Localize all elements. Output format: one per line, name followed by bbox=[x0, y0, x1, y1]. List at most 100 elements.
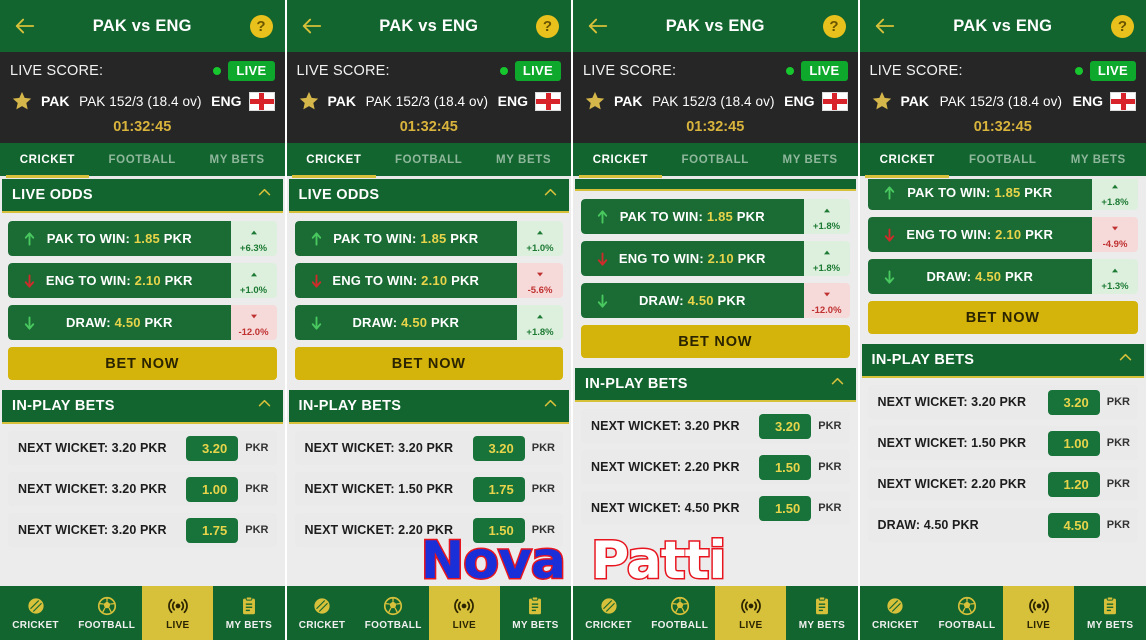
tab-cricket[interactable]: CRICKET bbox=[287, 143, 382, 178]
odds-row[interactable]: PAK TO WIN: 1.85 PKR +1.8% bbox=[581, 199, 850, 234]
bet-row[interactable]: NEXT WICKET: 3.20 PKR 3.20 PKR bbox=[581, 409, 850, 443]
back-arrow-icon[interactable] bbox=[299, 15, 325, 37]
odds-row[interactable]: ENG TO WIN: 2.10 PKR -5.6% bbox=[294, 263, 563, 298]
bet-row[interactable]: NEXT WICKET: 3.20 PKR 1.00 PKR bbox=[8, 472, 277, 506]
tab-my-bets[interactable]: MY BETS bbox=[496, 153, 552, 166]
bet-odd-value[interactable]: 3.20 bbox=[186, 435, 239, 461]
tab-my-bets[interactable]: MY BETS bbox=[1070, 153, 1126, 166]
bet-odd-value[interactable]: 1.50 bbox=[472, 517, 525, 543]
tab-football[interactable]: FOOTBALL bbox=[969, 153, 1037, 166]
chevron-up-icon[interactable] bbox=[1117, 349, 1134, 371]
chevron-up-icon[interactable] bbox=[256, 395, 273, 417]
nav-item-my-bets[interactable]: MY BETS bbox=[213, 586, 284, 640]
bet-row[interactable]: NEXT WICKET: 2.20 PKR 1.50 PKR bbox=[581, 450, 850, 484]
odds-change-badge[interactable]: +1.8% bbox=[803, 241, 850, 276]
bet-row[interactable]: NEXT WICKET: 3.20 PKR 3.20 PKR bbox=[294, 431, 563, 465]
back-arrow-icon[interactable] bbox=[12, 15, 38, 37]
odds-main-cell[interactable]: ENG TO WIN: 2.10 PKR bbox=[581, 241, 804, 276]
nav-item-live[interactable]: LIVE bbox=[142, 586, 214, 640]
tab-football[interactable]: FOOTBALL bbox=[108, 153, 176, 166]
bet-now-button[interactable]: BET NOW bbox=[294, 347, 563, 380]
odds-main-cell[interactable]: ENG TO WIN: 2.10 PKR bbox=[294, 263, 517, 298]
nav-item-live[interactable]: LIVE bbox=[715, 586, 787, 640]
odds-change-badge[interactable]: +1.8% bbox=[1092, 179, 1138, 210]
back-arrow-icon[interactable] bbox=[585, 15, 611, 37]
odds-row[interactable]: PAK TO WIN: 1.85 PKR +6.3% bbox=[8, 221, 277, 256]
help-icon[interactable]: ? bbox=[1111, 14, 1134, 38]
odds-row[interactable]: PAK TO WIN: 1.85 PKR +1.8% bbox=[867, 179, 1138, 210]
tab-cricket[interactable]: CRICKET bbox=[0, 143, 95, 178]
bet-odd-value[interactable]: 1.50 bbox=[759, 454, 812, 480]
odds-row[interactable]: DRAW: 4.50 PKR -12.0% bbox=[8, 305, 277, 340]
nav-item-football[interactable]: FOOTBALL bbox=[358, 586, 429, 640]
nav-item-cricket[interactable]: CRICKET bbox=[0, 586, 71, 640]
chevron-up-icon[interactable] bbox=[829, 373, 846, 395]
bet-row[interactable]: NEXT WICKET: 1.50 PKR 1.75 PKR bbox=[294, 472, 563, 506]
live-odds-header[interactable]: LIVE ODDS bbox=[2, 179, 283, 213]
help-icon[interactable]: ? bbox=[822, 14, 846, 38]
bet-now-button[interactable]: BET NOW bbox=[867, 301, 1138, 334]
bet-odd-value[interactable]: 1.75 bbox=[472, 476, 525, 502]
scroll-container[interactable]: LIVE ODDS PAK TO WIN: 1.85 PKR +6.3% ENG TO… bbox=[0, 179, 285, 562]
odds-main-cell[interactable]: ENG TO WIN: 2.10 PKR bbox=[867, 217, 1092, 252]
bet-row[interactable]: NEXT WICKET: 3.20 PKR 3.20 PKR bbox=[867, 385, 1138, 419]
help-icon[interactable]: ? bbox=[536, 14, 559, 38]
bet-odd-value[interactable]: 1.50 bbox=[759, 495, 812, 521]
nav-item-cricket[interactable]: CRICKET bbox=[573, 586, 644, 640]
bet-odd-value[interactable]: 4.50 bbox=[1047, 512, 1100, 538]
nav-item-my-bets[interactable]: MY BETS bbox=[1074, 586, 1146, 640]
tab-cricket[interactable]: CRICKET bbox=[573, 143, 668, 178]
odds-main-cell[interactable]: PAK TO WIN: 1.85 PKR bbox=[294, 221, 517, 256]
odds-change-badge[interactable]: +6.3% bbox=[230, 221, 277, 256]
bet-odd-value[interactable]: 3.20 bbox=[759, 413, 812, 439]
live-odds-header[interactable]: LIVE ODDS bbox=[575, 179, 856, 191]
nav-item-football[interactable]: FOOTBALL bbox=[931, 586, 1003, 640]
odds-main-cell[interactable]: ENG TO WIN: 2.10 PKR bbox=[8, 263, 231, 298]
bet-odd-value[interactable]: 3.20 bbox=[1047, 389, 1100, 415]
odds-row[interactable]: ENG TO WIN: 2.10 PKR +1.8% bbox=[581, 241, 850, 276]
odds-main-cell[interactable]: DRAW: 4.50 PKR bbox=[867, 259, 1092, 294]
odds-main-cell[interactable]: DRAW: 4.50 PKR bbox=[581, 283, 804, 318]
bet-odd-value[interactable]: 3.20 bbox=[472, 435, 525, 461]
odds-main-cell[interactable]: DRAW: 4.50 PKR bbox=[8, 305, 231, 340]
bet-row[interactable]: NEXT WICKET: 4.50 PKR 1.50 PKR bbox=[581, 491, 850, 525]
bet-row[interactable]: NEXT WICKET: 1.50 PKR 1.00 PKR bbox=[867, 426, 1138, 460]
tab-my-bets[interactable]: MY BETS bbox=[209, 153, 265, 166]
bet-row[interactable]: NEXT WICKET: 3.20 PKR 3.20 PKR bbox=[8, 431, 277, 465]
nav-item-football[interactable]: FOOTBALL bbox=[71, 586, 142, 640]
odds-row[interactable]: ENG TO WIN: 2.10 PKR -4.9% bbox=[867, 217, 1138, 252]
in-play-bets-header[interactable]: IN-PLAY BETS bbox=[575, 368, 856, 402]
nav-item-cricket[interactable]: CRICKET bbox=[287, 586, 358, 640]
help-icon[interactable]: ? bbox=[249, 14, 273, 38]
chevron-up-icon[interactable] bbox=[542, 184, 559, 206]
nav-item-my-bets[interactable]: MY BETS bbox=[500, 586, 571, 640]
live-odds-header[interactable]: LIVE ODDS bbox=[288, 179, 569, 213]
in-play-bets-header[interactable]: IN-PLAY BETS bbox=[2, 390, 283, 424]
chevron-up-icon[interactable] bbox=[829, 179, 846, 184]
nav-item-live[interactable]: LIVE bbox=[428, 586, 500, 640]
bet-odd-value[interactable]: 1.00 bbox=[186, 476, 239, 502]
odds-change-badge[interactable]: +1.8% bbox=[803, 199, 850, 234]
odds-change-badge[interactable]: -4.9% bbox=[1092, 217, 1138, 252]
nav-item-my-bets[interactable]: MY BETS bbox=[786, 586, 857, 640]
odds-main-cell[interactable]: PAK TO WIN: 1.85 PKR bbox=[581, 199, 804, 234]
tab-football[interactable]: FOOTBALL bbox=[681, 153, 749, 166]
scroll-container[interactable]: LIVE ODDS PAK TO WIN: 1.85 PKR +1.0% ENG TO… bbox=[286, 179, 571, 562]
in-play-bets-header[interactable]: IN-PLAY BETS bbox=[861, 344, 1144, 378]
odds-change-badge[interactable]: +1.3% bbox=[1092, 259, 1138, 294]
in-play-bets-header[interactable]: IN-PLAY BETS bbox=[288, 390, 569, 424]
odds-main-cell[interactable]: PAK TO WIN: 1.85 PKR bbox=[8, 221, 231, 256]
nav-item-football[interactable]: FOOTBALL bbox=[644, 586, 715, 640]
tab-my-bets[interactable]: MY BETS bbox=[782, 153, 838, 166]
bet-now-button[interactable]: BET NOW bbox=[581, 325, 850, 358]
odds-row[interactable]: PAK TO WIN: 1.85 PKR +1.0% bbox=[294, 221, 563, 256]
odds-row[interactable]: ENG TO WIN: 2.10 PKR +1.0% bbox=[8, 263, 277, 298]
bet-odd-value[interactable]: 1.00 bbox=[1047, 430, 1100, 456]
bet-now-button[interactable]: BET NOW bbox=[8, 347, 277, 380]
bet-odd-value[interactable]: 1.75 bbox=[186, 517, 239, 543]
back-arrow-icon[interactable] bbox=[872, 15, 898, 37]
bet-row[interactable]: DRAW: 4.50 PKR 4.50 PKR bbox=[867, 508, 1138, 542]
nav-item-live[interactable]: LIVE bbox=[1002, 586, 1075, 640]
